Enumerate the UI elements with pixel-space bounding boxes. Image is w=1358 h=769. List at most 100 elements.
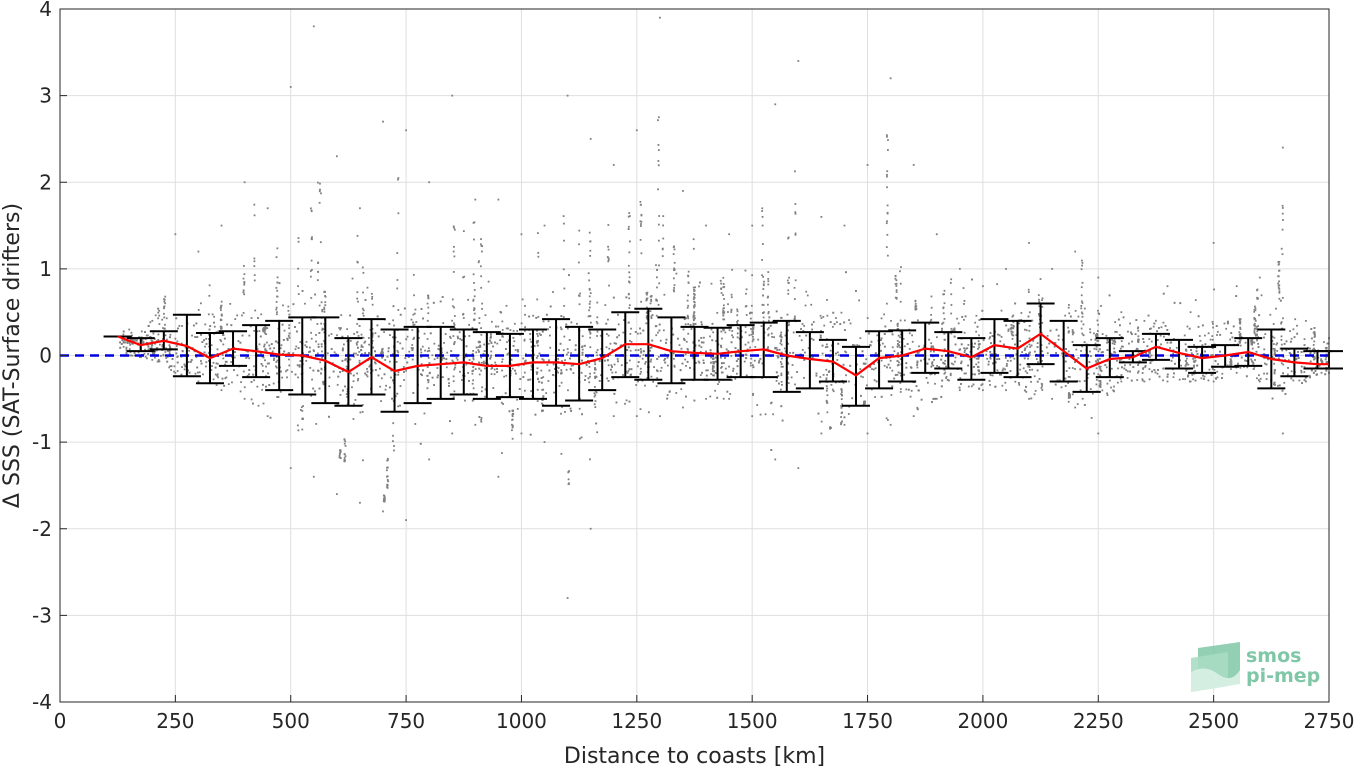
scatter-point-4562 [276, 311, 278, 314]
scatter-point-3937 [318, 304, 321, 307]
scatter-point-85 [1237, 362, 1239, 365]
scatter-point-3397 [1099, 368, 1102, 371]
scatter-point-2796 [479, 344, 482, 347]
scatter-point-4133 [1028, 329, 1031, 332]
scatter-point-450 [384, 388, 387, 391]
scatter-point-3089 [812, 338, 815, 341]
scatter-point-766 [1276, 349, 1279, 352]
scatter-point-394 [724, 367, 727, 370]
scatter-point-3331 [639, 238, 642, 241]
scatter-point-462 [981, 383, 984, 386]
scatter-point-2088 [692, 324, 695, 327]
scatter-point-4733 [673, 261, 676, 264]
scatter-point-61 [1093, 332, 1095, 335]
scatter-point-770 [215, 362, 218, 365]
scatter-point-4289 [568, 470, 570, 473]
scatter-point-1882 [1272, 347, 1275, 350]
scatter-point-2283 [229, 302, 232, 305]
scatter-point-1913 [265, 333, 268, 336]
scatter-point-242 [507, 339, 510, 342]
scatter-point-2747 [447, 384, 450, 387]
scatter-point-2338 [184, 364, 187, 367]
scatter-point-2198 [974, 321, 977, 324]
scatter-point-3911 [745, 357, 748, 360]
scatter-point-2438 [542, 395, 545, 398]
scatter-point-4694 [393, 445, 395, 447]
scatter-point-2653 [1187, 375, 1189, 378]
scatter-point-3002 [268, 384, 271, 386]
scatter-point-3795 [978, 370, 980, 373]
scatter-point-3160 [1055, 352, 1058, 354]
scatter-point-2640 [529, 433, 532, 436]
scatter-point-3064 [353, 352, 355, 355]
scatter-point-430 [660, 366, 663, 369]
scatter-point-33 [1272, 323, 1275, 325]
scatter-point-3851 [157, 311, 160, 314]
scatter-point-1850 [1187, 363, 1190, 366]
scatter-point-2860 [558, 349, 560, 351]
scatter-point-200 [1019, 363, 1022, 366]
scatter-point-2951 [716, 396, 719, 399]
scatter-point-3634 [356, 372, 359, 375]
scatter-point-542 [775, 379, 778, 382]
scatter-point-785 [566, 348, 569, 350]
scatter-point-3272 [309, 318, 312, 321]
scatter-point-3313 [693, 292, 695, 295]
scatter-point-2926 [960, 362, 963, 365]
scatter-point-175 [1216, 376, 1219, 379]
scatter-point-2825 [528, 315, 531, 318]
scatter-point-2903 [965, 353, 968, 355]
scatter-point-381 [858, 299, 861, 302]
scatter-point-2698 [832, 311, 835, 314]
scatter-point-2156 [971, 345, 974, 348]
scatter-point-2484 [443, 357, 445, 360]
scatter-point-236 [246, 375, 249, 377]
scatter-point-4760 [541, 402, 543, 405]
scatter-point-2935 [1130, 333, 1133, 336]
scatter-point-4434 [478, 322, 481, 324]
scatter-point-1966 [162, 327, 164, 329]
scatter-point-2740 [349, 314, 352, 317]
scatter-point-2823 [587, 377, 590, 380]
scatter-point-3365 [1081, 264, 1083, 267]
scatter-point-4220 [593, 403, 596, 406]
scatter-point-2811 [276, 281, 279, 284]
scatter-point-3101 [849, 364, 852, 367]
scatter-point-1805 [727, 303, 729, 306]
scatter-point-3033 [879, 349, 882, 352]
scatter-point-3718 [1114, 351, 1117, 354]
scatter-point-3194 [288, 332, 291, 335]
scatter-point-4965 [589, 138, 592, 140]
scatter-point-4009 [692, 357, 695, 360]
scatter-point-2750 [1188, 327, 1191, 330]
scatter-point-701 [969, 358, 971, 361]
scatter-point-2580 [916, 360, 919, 363]
scatter-point-2256 [1004, 357, 1007, 359]
scatter-point-2937 [405, 338, 408, 341]
scatter-point-2670 [1054, 383, 1057, 386]
scatter-point-1903 [1093, 347, 1096, 350]
scatter-point-222 [437, 344, 440, 347]
scatter-point-3738 [1254, 333, 1257, 336]
scatter-point-3935 [501, 335, 504, 338]
scatter-point-3743 [950, 332, 953, 335]
scatter-point-1965 [1022, 367, 1025, 370]
scatter-point-4548 [897, 356, 900, 359]
scatter-point-3466 [168, 352, 171, 355]
scatter-point-4385 [317, 181, 319, 184]
scatter-point-2767 [1210, 374, 1213, 376]
scatter-point-569 [1123, 364, 1126, 367]
scatter-point-481 [770, 402, 772, 405]
scatter-point-3090 [421, 374, 423, 377]
scatter-point-4753 [886, 204, 889, 207]
scatter-point-4944 [335, 493, 338, 495]
scatter-point-4865 [321, 308, 324, 311]
scatter-point-779 [710, 373, 713, 375]
scatter-point-3259 [323, 383, 326, 386]
scatter-point-494 [415, 321, 418, 323]
scatter-point-3769 [1277, 286, 1280, 289]
scatter-point-3388 [1098, 379, 1101, 382]
scatter-point-2706 [156, 360, 159, 363]
scatter-point-4852 [480, 245, 483, 247]
scatter-point-3343 [640, 351, 642, 354]
